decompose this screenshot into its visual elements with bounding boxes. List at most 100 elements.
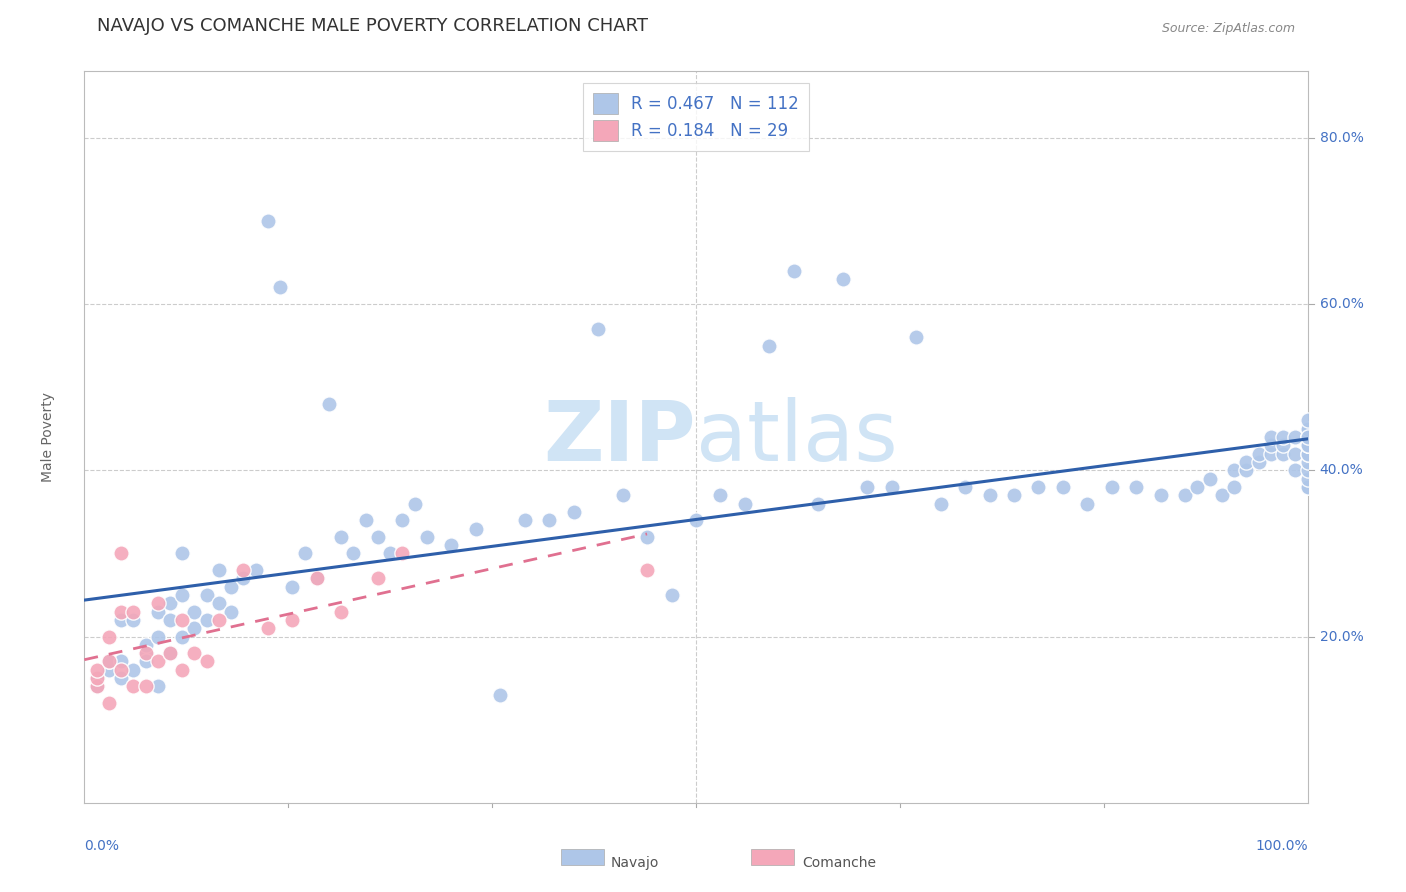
Point xyxy=(135,646,157,660)
Point xyxy=(1296,430,1319,444)
FancyBboxPatch shape xyxy=(751,849,794,865)
Point xyxy=(538,513,561,527)
Point xyxy=(1296,472,1319,486)
Point xyxy=(1296,430,1319,444)
Point xyxy=(1223,480,1246,494)
Point xyxy=(783,264,806,278)
Point xyxy=(305,571,328,585)
Point xyxy=(905,330,928,344)
Point xyxy=(159,646,181,660)
Point xyxy=(195,655,218,669)
Point xyxy=(1272,447,1295,461)
Point xyxy=(97,630,120,644)
Point xyxy=(122,680,145,694)
Point xyxy=(172,546,194,560)
Point xyxy=(257,621,280,635)
Text: Source: ZipAtlas.com: Source: ZipAtlas.com xyxy=(1163,21,1295,35)
Point xyxy=(367,530,389,544)
Point xyxy=(135,655,157,669)
Point xyxy=(1296,480,1319,494)
Point xyxy=(1002,488,1025,502)
Point xyxy=(661,588,683,602)
Text: 20.0%: 20.0% xyxy=(1320,630,1364,643)
Point xyxy=(709,488,731,502)
Point xyxy=(110,671,132,685)
Point xyxy=(232,571,254,585)
Point xyxy=(172,588,194,602)
Point xyxy=(1296,463,1319,477)
Point xyxy=(159,613,181,627)
Legend: R = 0.467   N = 112, R = 0.184   N = 29: R = 0.467 N = 112, R = 0.184 N = 29 xyxy=(583,83,808,151)
Point xyxy=(1236,463,1258,477)
Point xyxy=(159,646,181,660)
Point xyxy=(110,663,132,677)
Point xyxy=(257,214,280,228)
Point xyxy=(391,546,413,560)
Point xyxy=(146,680,169,694)
Point xyxy=(135,680,157,694)
Point xyxy=(122,663,145,677)
Point xyxy=(1198,472,1220,486)
Point xyxy=(281,613,304,627)
Point xyxy=(1296,422,1319,436)
Point xyxy=(636,530,658,544)
Point xyxy=(612,488,634,502)
Point xyxy=(342,546,364,560)
Point xyxy=(1296,447,1319,461)
Point xyxy=(1284,430,1306,444)
Point xyxy=(146,596,169,610)
Point xyxy=(489,688,512,702)
Point xyxy=(1296,438,1319,452)
Point xyxy=(294,546,316,560)
Point xyxy=(979,488,1001,502)
Point xyxy=(1125,480,1147,494)
Point xyxy=(354,513,377,527)
Point xyxy=(183,646,205,660)
Point xyxy=(183,605,205,619)
Text: ZIP: ZIP xyxy=(544,397,696,477)
Point xyxy=(1284,447,1306,461)
Point xyxy=(1260,438,1282,452)
Point xyxy=(110,605,132,619)
Point xyxy=(195,613,218,627)
Text: Male Poverty: Male Poverty xyxy=(41,392,55,482)
Point xyxy=(367,571,389,585)
Point xyxy=(1101,480,1123,494)
Point xyxy=(110,613,132,627)
Point xyxy=(97,663,120,677)
Point xyxy=(97,696,120,710)
Point xyxy=(1236,455,1258,469)
Point xyxy=(929,497,952,511)
FancyBboxPatch shape xyxy=(561,849,605,865)
Point xyxy=(562,505,585,519)
Point xyxy=(232,563,254,577)
Point xyxy=(880,480,903,494)
Point xyxy=(305,571,328,585)
Point xyxy=(1052,480,1074,494)
Point xyxy=(110,546,132,560)
Point xyxy=(146,630,169,644)
Point xyxy=(831,272,853,286)
Point xyxy=(856,480,879,494)
Point xyxy=(1296,447,1319,461)
Point xyxy=(281,580,304,594)
Point xyxy=(97,655,120,669)
Point xyxy=(330,530,353,544)
Point xyxy=(1211,488,1233,502)
Point xyxy=(1223,463,1246,477)
Point xyxy=(1284,463,1306,477)
Point xyxy=(1272,430,1295,444)
Point xyxy=(159,596,181,610)
Text: Comanche: Comanche xyxy=(803,856,876,871)
Point xyxy=(86,680,108,694)
Point xyxy=(1187,480,1209,494)
Point xyxy=(1296,438,1319,452)
Point xyxy=(685,513,707,527)
Point xyxy=(1296,413,1319,427)
Point xyxy=(208,563,231,577)
Point xyxy=(1247,447,1270,461)
Point xyxy=(758,338,780,352)
Point xyxy=(1296,422,1319,436)
Point xyxy=(391,513,413,527)
Point xyxy=(1296,480,1319,494)
